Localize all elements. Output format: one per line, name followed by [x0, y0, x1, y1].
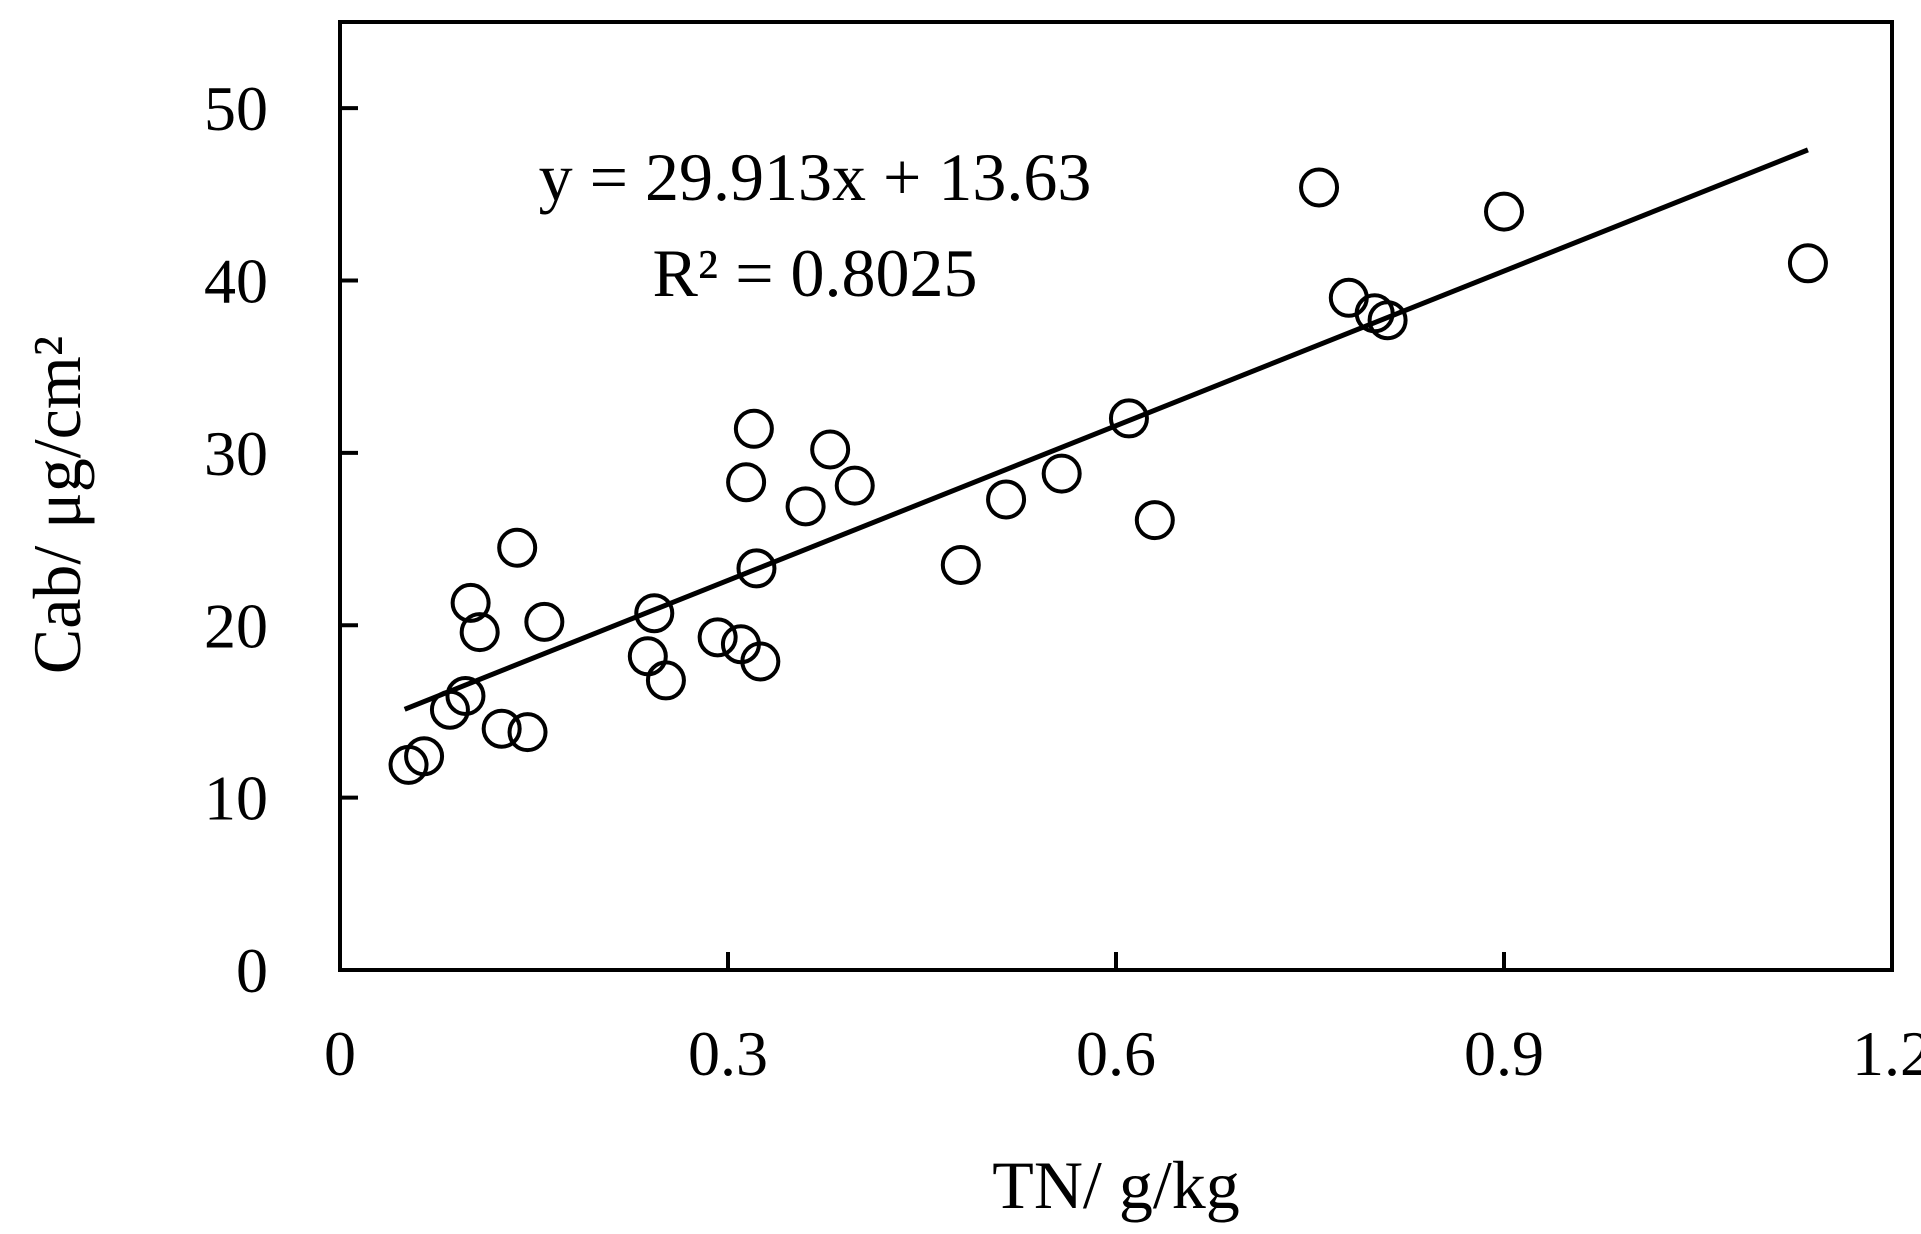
y-tick-label: 0: [236, 935, 268, 1006]
data-point: [810, 429, 851, 470]
y-tick-label: 10: [204, 763, 268, 834]
data-point: [1328, 277, 1369, 318]
data-point: [736, 548, 777, 589]
data-point: [1134, 500, 1175, 541]
data-point: [481, 708, 522, 749]
data-point: [697, 617, 738, 658]
trend-r-squared: R² = 0.8025: [652, 235, 977, 311]
x-tick-label: 0.9: [1464, 1018, 1544, 1089]
data-point: [450, 582, 491, 623]
y-tick-label: 20: [204, 590, 268, 661]
data-point: [740, 641, 781, 682]
data-point: [634, 593, 675, 634]
data-point: [726, 462, 767, 503]
data-point: [834, 465, 875, 506]
data-point: [627, 636, 668, 677]
data-point: [645, 660, 686, 701]
data-point: [986, 479, 1027, 520]
x-tick-label: 0.3: [688, 1018, 768, 1089]
data-point: [1787, 243, 1828, 284]
x-axis-title: TN/ g/kg: [992, 1147, 1239, 1223]
y-tick-label: 40: [204, 246, 268, 317]
data-point: [507, 712, 548, 753]
data-point: [940, 544, 981, 585]
data-point: [445, 675, 486, 716]
data-point: [1041, 453, 1082, 494]
data-point: [1108, 398, 1149, 439]
y-tick-label: 50: [204, 73, 268, 144]
trend-line: [403, 147, 1809, 712]
data-point: [733, 408, 774, 449]
trend-equation: y = 29.913x + 13.63: [539, 139, 1092, 215]
data-point: [524, 601, 565, 642]
x-tick-label: 0: [324, 1018, 356, 1089]
y-axis-ticks: 0 10 20 30 40 50: [204, 73, 358, 1006]
data-point: [497, 527, 538, 568]
data-point: [1299, 167, 1340, 208]
x-axis-ticks: 0 0.3 0.6 0.9 1.2: [324, 952, 1921, 1089]
data-point: [459, 612, 500, 653]
data-point: [1367, 300, 1408, 341]
data-point: [404, 736, 445, 777]
data-point: [785, 486, 826, 527]
y-axis-title: Cab/ μg/cm²: [19, 336, 95, 674]
y-tick-label: 30: [204, 418, 268, 489]
x-tick-label: 1.2: [1852, 1018, 1921, 1089]
data-point: [1484, 191, 1524, 232]
trendline-group: [403, 147, 1809, 712]
x-tick-label: 0.6: [1076, 1018, 1156, 1089]
data-points: [388, 167, 1828, 785]
